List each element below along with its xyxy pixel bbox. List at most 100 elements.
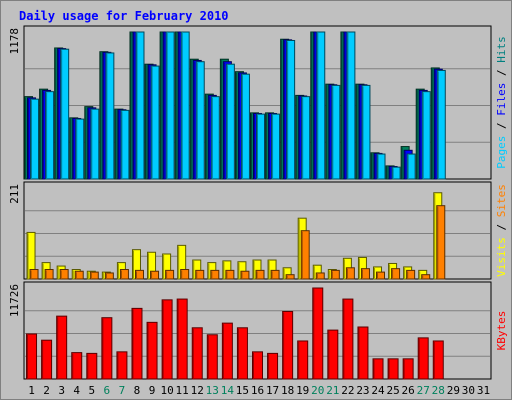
day-label-29: 29: [447, 384, 460, 397]
day-label-10: 10: [160, 384, 173, 397]
day-label-8: 8: [134, 384, 141, 397]
day-label-2: 2: [43, 384, 50, 397]
legend-separator: /: [495, 217, 508, 237]
legend-kbytes: KBytes: [495, 311, 508, 351]
day-label-27: 27: [417, 384, 430, 397]
day-label-9: 9: [149, 384, 156, 397]
day-label-4: 4: [73, 384, 80, 397]
bar-pages-day-8: [135, 31, 145, 180]
bar-sites-day-19: [300, 230, 310, 280]
bar-pages-day-3: [60, 48, 70, 180]
bar-sites-day-18: [285, 274, 295, 280]
bar-sites-day-21: [330, 269, 340, 280]
chart-title: Daily usage for February 2010: [19, 9, 229, 23]
bar-sites-day-2: [44, 269, 54, 280]
bar-kbytes-day-3: [56, 315, 68, 380]
legend-visits: Visits: [495, 237, 508, 277]
legend-pages_files_hits: Pages / Files / Hits: [495, 36, 508, 169]
bar-kbytes-day-10: [161, 299, 173, 380]
day-label-17: 17: [266, 384, 279, 397]
day-label-12: 12: [191, 384, 204, 397]
bar-sites-day-24: [376, 271, 386, 280]
bar-kbytes-day-24: [372, 358, 384, 380]
bar-kbytes-day-18: [282, 310, 294, 380]
day-label-30: 30: [462, 384, 475, 397]
bar-sites-day-15: [240, 270, 250, 280]
bar-pages-day-9: [150, 65, 160, 180]
bar-pages-day-7: [120, 109, 130, 180]
bar-sites-day-26: [406, 269, 416, 280]
bar-kbytes-day-4: [71, 352, 83, 380]
bar-pages-day-1: [30, 98, 40, 180]
bar-pages-day-23: [361, 84, 371, 180]
bar-sites-day-13: [210, 269, 220, 280]
legend-files: Files: [495, 83, 508, 116]
bar-kbytes-day-25: [387, 358, 399, 380]
day-label-20: 20: [311, 384, 324, 397]
day-label-21: 21: [326, 384, 339, 397]
bar-kbytes-day-16: [252, 351, 263, 380]
day-label-23: 23: [356, 384, 369, 397]
bar-sites-day-5: [89, 271, 99, 280]
legend-separator: /: [495, 63, 508, 83]
day-label-3: 3: [58, 384, 65, 397]
bar-kbytes-day-19: [297, 340, 309, 380]
bar-sites-day-17: [270, 269, 280, 280]
bar-pages-day-2: [45, 91, 55, 180]
bar-kbytes-day-17: [267, 352, 279, 380]
bar-sites-day-6: [104, 272, 114, 280]
bar-pages-day-15: [240, 73, 250, 180]
bar-kbytes-day-7: [116, 351, 128, 380]
bar-pages-day-17: [271, 113, 281, 180]
bar-kbytes-day-5: [86, 352, 98, 380]
bar-pages-day-12: [195, 61, 205, 180]
bar-sites-day-22: [345, 267, 355, 280]
bar-kbytes-day-15: [236, 327, 248, 380]
day-label-18: 18: [281, 384, 294, 397]
day-label-13: 13: [206, 384, 219, 397]
bar-pages-day-4: [75, 118, 85, 180]
bar-kbytes-day-11: [176, 298, 188, 380]
bar-pages-day-10: [165, 31, 175, 180]
day-label-22: 22: [341, 384, 354, 397]
panels: 1178 Pages / Files / Hits 211 Visits / Site…: [8, 25, 508, 380]
day-label-7: 7: [119, 384, 126, 397]
bar-kbytes-day-8: [131, 307, 143, 380]
legend-hits: Hits: [495, 36, 508, 63]
bar-pages-day-21: [331, 84, 341, 180]
legend-kbytes: KBytes: [495, 311, 508, 351]
bar-pages-day-28: [436, 69, 446, 180]
bar-kbytes-day-1: [26, 333, 38, 380]
bar-sites-day-28: [436, 205, 446, 280]
bar-sites-day-7: [119, 269, 129, 280]
bar-pages-day-18: [286, 39, 296, 180]
day-label-24: 24: [371, 384, 385, 397]
bar-kbytes-day-22: [342, 298, 354, 380]
bar-pages-day-13: [210, 96, 220, 180]
legend-sites: Sites: [495, 184, 508, 217]
day-label-19: 19: [296, 384, 309, 397]
bar-sites-day-4: [74, 270, 84, 280]
bar-pages-day-19: [301, 96, 311, 180]
bar-sites-day-9: [150, 270, 160, 280]
day-label-11: 11: [176, 384, 189, 397]
day-label-5: 5: [88, 384, 95, 397]
bar-pages-day-6: [105, 52, 115, 180]
bar-sites-day-14: [225, 269, 235, 280]
panel-kbytes: 11726 KBytes: [8, 281, 508, 380]
bar-pages-day-24: [376, 153, 386, 180]
day-label-16: 16: [251, 384, 264, 397]
panel-visits_sites: 211 Visits / Sites: [8, 181, 508, 280]
bar-pages-day-25: [391, 166, 401, 180]
day-label-6: 6: [104, 384, 111, 397]
bar-sites-day-12: [195, 269, 205, 280]
axis-max-label: 11726: [8, 284, 21, 317]
bar-kbytes-day-12: [191, 327, 203, 380]
bar-sites-day-10: [165, 269, 175, 280]
bar-pages-day-26: [406, 153, 416, 180]
bar-kbytes-day-26: [402, 358, 414, 380]
day-label-1: 1: [28, 384, 35, 397]
axis-max-label: 1178: [8, 28, 21, 55]
bar-kbytes-day-21: [327, 329, 339, 380]
